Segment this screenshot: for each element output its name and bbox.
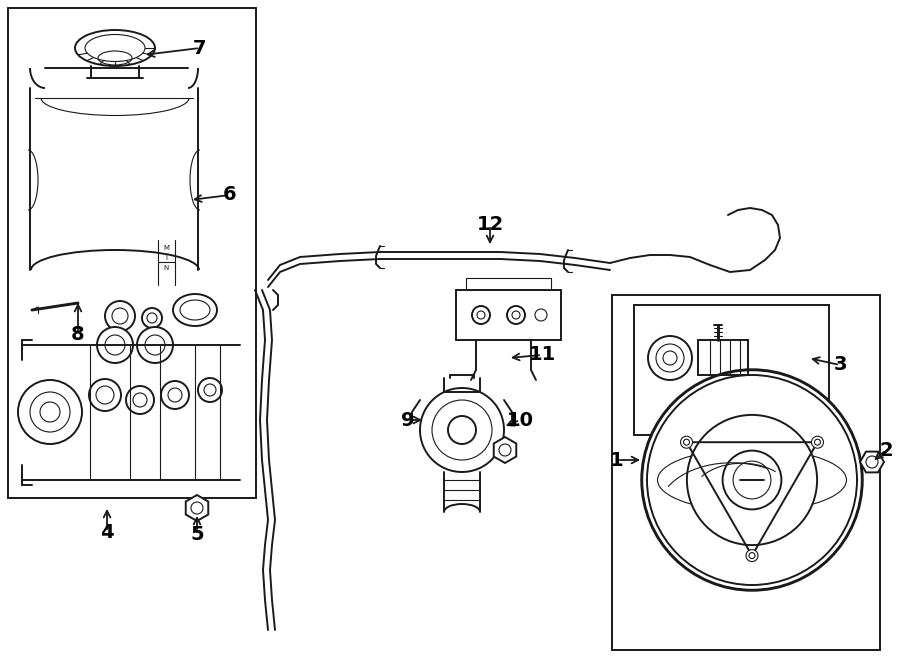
- Circle shape: [723, 451, 781, 510]
- Text: 2: 2: [879, 440, 893, 459]
- Text: 4: 4: [100, 522, 113, 541]
- Circle shape: [204, 384, 216, 396]
- Circle shape: [814, 439, 821, 446]
- Circle shape: [687, 415, 817, 545]
- Circle shape: [535, 309, 547, 321]
- Circle shape: [161, 381, 189, 409]
- Circle shape: [105, 335, 125, 355]
- Circle shape: [734, 461, 771, 499]
- Bar: [612, 295, 880, 650]
- Circle shape: [683, 439, 689, 446]
- Circle shape: [656, 344, 684, 372]
- Circle shape: [191, 502, 203, 514]
- Circle shape: [866, 456, 878, 468]
- Circle shape: [198, 378, 222, 402]
- Circle shape: [137, 327, 173, 363]
- Text: M: M: [163, 245, 169, 251]
- Circle shape: [40, 402, 60, 422]
- Bar: [634, 305, 829, 435]
- Circle shape: [105, 301, 135, 331]
- Circle shape: [18, 380, 82, 444]
- Circle shape: [133, 393, 147, 407]
- Circle shape: [472, 306, 490, 324]
- Text: 9: 9: [401, 410, 415, 430]
- Text: I: I: [165, 255, 167, 261]
- Circle shape: [746, 549, 758, 562]
- Circle shape: [96, 386, 114, 404]
- Text: 7: 7: [194, 38, 207, 58]
- Text: 5: 5: [190, 525, 203, 545]
- Text: 1: 1: [610, 451, 624, 469]
- Circle shape: [642, 369, 862, 590]
- Text: 10: 10: [507, 410, 534, 430]
- Circle shape: [168, 388, 182, 402]
- Circle shape: [142, 308, 162, 328]
- Circle shape: [648, 336, 692, 380]
- Circle shape: [126, 386, 154, 414]
- Circle shape: [30, 392, 70, 432]
- Circle shape: [499, 444, 511, 456]
- Text: 12: 12: [476, 215, 504, 235]
- Circle shape: [432, 400, 492, 460]
- Text: 8: 8: [71, 325, 85, 344]
- Circle shape: [147, 313, 157, 323]
- Circle shape: [448, 416, 476, 444]
- Ellipse shape: [85, 34, 145, 61]
- Ellipse shape: [75, 30, 155, 66]
- Circle shape: [749, 553, 755, 559]
- Circle shape: [89, 379, 121, 411]
- Circle shape: [477, 311, 485, 319]
- Text: 3: 3: [833, 356, 847, 375]
- Circle shape: [112, 308, 128, 324]
- Circle shape: [97, 327, 133, 363]
- Circle shape: [512, 311, 520, 319]
- Circle shape: [145, 335, 165, 355]
- Circle shape: [680, 436, 692, 448]
- Circle shape: [812, 436, 824, 448]
- Bar: [8, 8, 256, 498]
- Circle shape: [507, 306, 525, 324]
- Text: 11: 11: [528, 346, 555, 364]
- Circle shape: [647, 375, 857, 585]
- Circle shape: [663, 351, 677, 365]
- Text: 6: 6: [223, 186, 237, 204]
- Circle shape: [420, 388, 504, 472]
- Text: N: N: [164, 265, 168, 271]
